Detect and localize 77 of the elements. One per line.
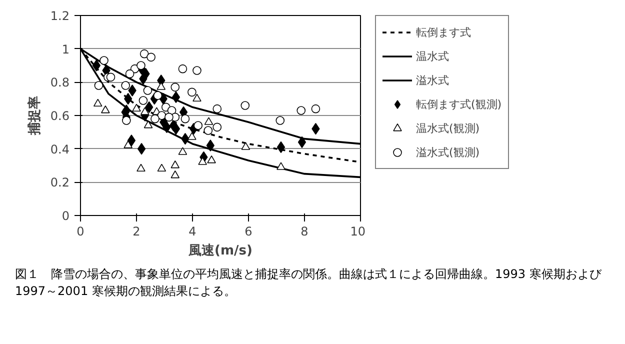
point xyxy=(241,142,250,150)
point xyxy=(121,81,130,90)
legend-label: 溢水式(観測) xyxy=(416,144,480,160)
point xyxy=(178,147,188,155)
point xyxy=(156,82,166,90)
point xyxy=(136,164,146,172)
point xyxy=(153,91,162,100)
x-tick-label: 10 xyxy=(350,224,366,238)
point xyxy=(137,142,146,155)
point xyxy=(198,157,207,165)
point xyxy=(169,120,178,132)
point xyxy=(136,61,146,70)
legend-label: 温水式(観測) xyxy=(416,120,480,136)
x-tick-label: 4 xyxy=(188,224,196,238)
point xyxy=(311,104,320,114)
point xyxy=(122,116,131,125)
point xyxy=(143,86,152,95)
point xyxy=(188,88,196,97)
point xyxy=(170,160,180,168)
point xyxy=(101,105,110,114)
point xyxy=(206,140,214,152)
point xyxy=(132,104,141,112)
point xyxy=(124,140,132,148)
point xyxy=(240,101,250,110)
point xyxy=(170,170,180,178)
point xyxy=(207,155,216,164)
y-tick-label: 0.2 xyxy=(50,176,70,190)
caption: 図１ 降雪の場合の、事象単位の平均風速と捕捉率の関係。曲線は式１による回帰曲線。1993 寒候期および 1997～2001 寒候期の観測結果による。 xyxy=(15,266,603,300)
y-tick-label: 0.4 xyxy=(50,142,70,156)
point xyxy=(212,104,222,114)
point xyxy=(192,94,202,102)
x-tick-label: 8 xyxy=(300,224,308,238)
point xyxy=(194,121,202,130)
point xyxy=(192,66,202,75)
x-tick-label: 0 xyxy=(76,224,84,238)
point xyxy=(144,120,153,128)
point xyxy=(94,81,104,90)
legend-label: 転倒ます式 xyxy=(416,24,471,40)
point xyxy=(92,60,101,72)
point xyxy=(140,49,149,58)
y-tick-label: 0 xyxy=(62,209,70,223)
point xyxy=(128,84,136,96)
point xyxy=(100,56,108,65)
y-tick-label: 0.8 xyxy=(50,76,70,90)
point xyxy=(93,98,102,107)
point xyxy=(170,82,180,92)
point xyxy=(150,114,160,124)
point xyxy=(204,126,213,135)
point xyxy=(180,114,190,124)
point xyxy=(296,106,306,115)
point xyxy=(178,64,188,74)
x-tick-label: 2 xyxy=(132,224,140,238)
point xyxy=(188,132,196,140)
legend-label: 温水式 xyxy=(416,48,449,64)
point xyxy=(204,117,214,125)
point xyxy=(212,122,222,132)
legend-label: 溢水式 xyxy=(416,72,449,88)
point xyxy=(276,141,286,154)
point xyxy=(157,164,166,172)
point xyxy=(127,134,136,146)
x-tick-label: 6 xyxy=(244,224,252,238)
legend-label: 転倒ます式(観測) xyxy=(416,96,502,112)
y-axis-title: 捕捉率 xyxy=(26,96,42,136)
y-tick-label: 0.6 xyxy=(50,109,70,123)
point xyxy=(164,112,174,122)
point xyxy=(138,96,148,105)
point xyxy=(125,69,134,78)
point xyxy=(276,162,286,170)
x-axis-title: 風速(m/s) xyxy=(188,244,252,258)
point xyxy=(140,107,150,115)
point xyxy=(106,72,116,82)
point xyxy=(146,52,156,62)
point xyxy=(276,116,285,125)
y-tick-label: 1.2 xyxy=(50,9,70,23)
point xyxy=(298,136,306,148)
point xyxy=(172,91,180,104)
y-tick-label: 1 xyxy=(62,42,70,56)
